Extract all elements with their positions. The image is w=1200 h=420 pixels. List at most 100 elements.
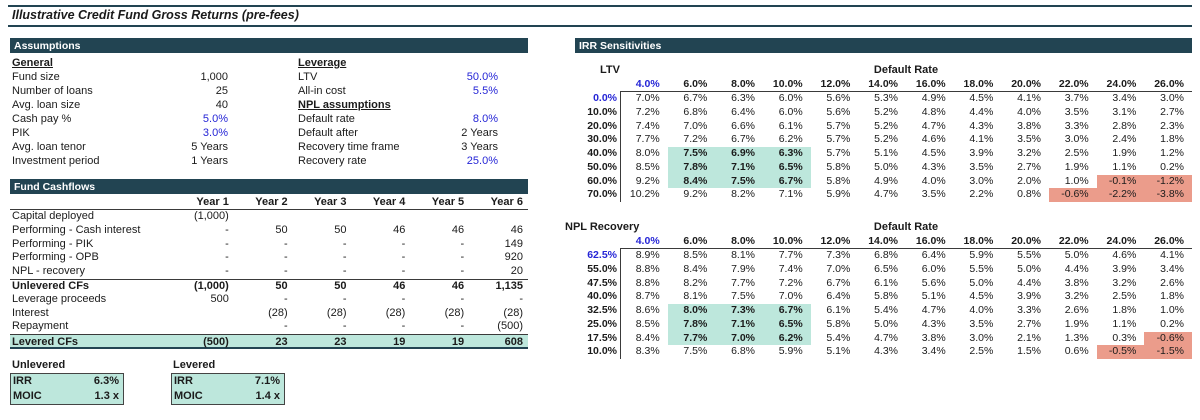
sens-row-header[interactable]: 0.0%: [593, 92, 617, 104]
cashflows-table: Year 1 Year 2 Year 3 Year 4 Year 5 Year 6 Capi…: [10, 196, 528, 350]
sens-cell: 6.3%: [763, 147, 811, 161]
sens-cell: 5.1%: [874, 147, 898, 159]
sens-row-header[interactable]: 62.5%: [587, 249, 617, 261]
irr-value: 6.3%: [93, 375, 119, 387]
sens-cell: 6.7%: [826, 276, 851, 289]
assumption-row: Default after 2 Years: [298, 126, 502, 140]
sens-row-header: 25.0%: [587, 317, 617, 330]
sens-cell: 6.2%: [763, 331, 811, 346]
assumption-value[interactable]: 5.5%: [472, 85, 498, 97]
sens-cell: 4.0%: [969, 304, 994, 316]
cashflow-cell: -: [283, 292, 288, 305]
sens-cell: 7.8%: [667, 317, 716, 332]
cashflow-cell: -: [401, 265, 406, 278]
sens-cell: 5.7%: [826, 119, 851, 132]
sens-row-header: 50.0%: [587, 160, 617, 173]
cashflow-row: Unlevered CFs (1,000) 50 50 46 46 1,135: [10, 278, 528, 293]
sens-cell: 0.2%: [1160, 160, 1184, 173]
cashflow-row: Levered CFs (500) 23 23 19 19 608: [10, 334, 528, 350]
cashflow-row-label: Interest: [12, 306, 49, 319]
cashflow-cell: -: [225, 223, 229, 236]
npl-recovery-sensitivity-table: NPL Recovery Default Rate 4.0% 6.0% 8.0% 10.0…: [565, 220, 1192, 359]
cashflow-col-header: Year 4: [372, 196, 406, 208]
sens-row-header: 55.0%: [587, 262, 617, 275]
moic-value: 1.4 x: [255, 390, 280, 402]
ltv-sensitivity-table: LTV Default Rate 4.0% 6.0% 8.0% 10.0% 12.0% 14.…: [575, 63, 1192, 202]
sens-cell: 0.2%: [1160, 317, 1184, 330]
sens-cell: 5.7%: [826, 133, 851, 146]
assumption-row: General: [12, 56, 232, 70]
assumption-label: Fund size: [12, 71, 60, 83]
sens-row-header: 40.0%: [587, 147, 617, 159]
sens-cell: 6.5%: [763, 160, 811, 175]
sens-cell: 7.0%: [778, 290, 803, 303]
sens-cell: 2.0%: [1017, 174, 1041, 187]
sens-cell: 3.0%: [969, 331, 994, 344]
sens-cell: 2.7%: [1017, 160, 1041, 173]
cashflow-cell: -: [225, 251, 229, 264]
sens-cell: 5.9%: [778, 345, 803, 358]
sens-cell: 4.3%: [969, 119, 994, 132]
assumption-value: 1,000: [200, 71, 228, 83]
sens-cell: 0.6%: [1064, 345, 1089, 358]
sens-row-header: 40.0%: [587, 290, 617, 303]
sens-col-header[interactable]: 4.0%: [620, 235, 668, 249]
sens-cell: 5.7%: [826, 147, 851, 159]
cashflow-cell: -: [401, 320, 406, 333]
sens-cell: 1.9%: [1112, 147, 1137, 159]
sens-cell: 6.8%: [731, 345, 755, 358]
cashflow-row: Performing - OPB - - - - - 920: [10, 251, 528, 265]
cashflow-cell: -: [460, 265, 465, 278]
sens-data-row: 17.5% 8.4% 7.7% 7.0% 6.2% 5.4% 4.7% 3.8% 3.0% 2.1…: [575, 331, 1192, 346]
cashflow-cell: 50: [334, 279, 347, 292]
sens-cell: 3.4%: [1160, 262, 1184, 275]
cashflow-cell: -: [401, 251, 406, 264]
assumption-label: Default rate: [298, 113, 355, 125]
moic-value: 1.3 x: [94, 390, 119, 402]
sens-cell: 4.3%: [874, 345, 898, 358]
sens-cell: 3.7%: [1064, 92, 1089, 104]
assumption-value[interactable]: 8.0%: [472, 113, 498, 125]
sens-cell: 2.8%: [1112, 119, 1137, 132]
cashflow-cell: -: [460, 292, 465, 305]
sens-cell: 3.5%: [1064, 105, 1089, 118]
cashflow-cell: -: [225, 237, 229, 250]
cashflow-cell: 608: [504, 336, 523, 349]
sens-cell: 3.5%: [969, 317, 994, 330]
cashflow-cell: -: [342, 237, 347, 250]
sens-cell: 3.8%: [1064, 276, 1089, 289]
sens-cell: 5.9%: [969, 249, 994, 261]
sens-cell: 4.6%: [921, 133, 946, 146]
assumption-value[interactable]: 25.0%: [466, 155, 498, 167]
assumption-label: Investment period: [12, 155, 100, 167]
sens-cell: 5.1%: [921, 290, 946, 303]
cashflow-row-label: NPL - recovery: [12, 265, 85, 278]
cashflow-cell: [234, 210, 293, 224]
sens-col-header: 8.0%: [715, 235, 763, 249]
assumption-label: Recovery time frame: [298, 141, 400, 153]
assumption-value[interactable]: 50.0%: [466, 71, 498, 83]
sens-cell: 5.0%: [874, 317, 898, 330]
sens-data-row: 10.0% 8.3% 7.5% 6.8% 5.9% 5.1% 4.3% 3.4% 2.5% 1.5…: [575, 345, 1192, 359]
cashflow-cell: 50: [334, 223, 347, 236]
assumption-row: Avg. loan size 40: [12, 98, 232, 112]
cashflow-cell: -: [342, 265, 347, 278]
sens-col-header[interactable]: 4.0%: [620, 78, 668, 92]
cashflow-cell: 23: [275, 336, 288, 349]
assumption-row: NPL assumptions: [298, 98, 502, 112]
assumption-row: Cash pay % 5.0%: [12, 112, 232, 126]
cashflow-cell: -: [401, 237, 406, 250]
sens-cell: 4.3%: [921, 317, 946, 330]
assumption-label: Recovery rate: [298, 155, 367, 167]
sens-cell: 7.0%: [826, 262, 851, 275]
sens-cell: 3.5%: [921, 188, 946, 201]
sens-cell: 5.6%: [826, 105, 851, 118]
sens-cell: 5.0%: [969, 276, 994, 289]
sens-cell: 6.2%: [778, 133, 803, 146]
sens-cell: 5.5%: [1017, 249, 1041, 261]
sens-data-row: 70.0% 10.2% 9.2% 8.2% 7.1% 5.9% 4.7% 3.5% 2.2% 0.…: [575, 188, 1192, 202]
assumption-value[interactable]: 5.0%: [202, 113, 228, 125]
assumption-row: LTV 50.0%: [298, 70, 502, 84]
cashflow-cell: [293, 210, 352, 224]
assumption-value[interactable]: 3.0%: [202, 127, 228, 139]
